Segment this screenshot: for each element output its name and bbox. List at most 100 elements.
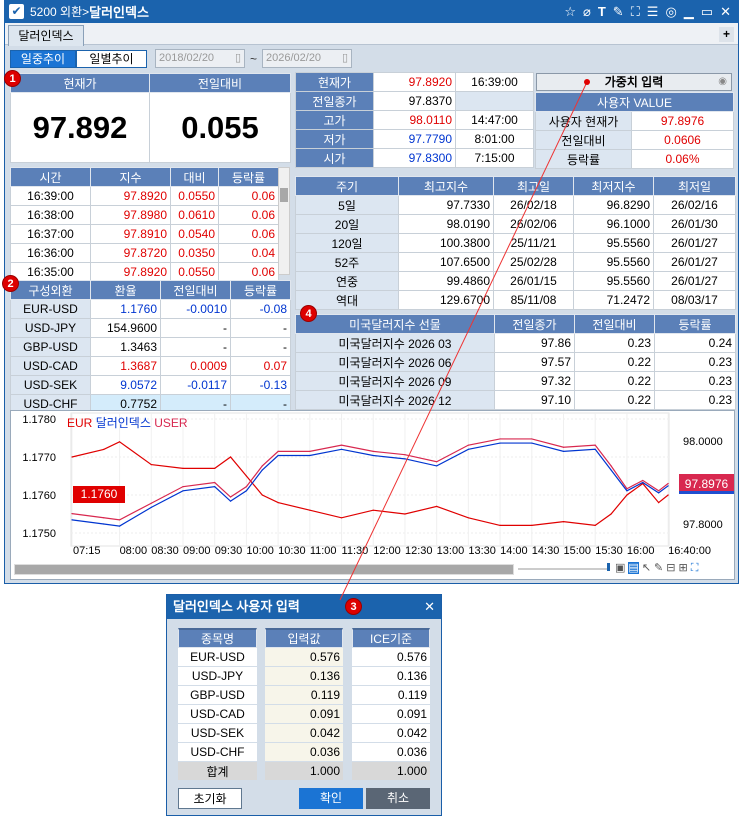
rate-cell: 0.06 <box>218 262 279 282</box>
weight-input[interactable]: 0.036 <box>265 743 343 762</box>
data-point <box>103 448 105 450</box>
futures-row[interactable]: 미국달러지수 2026 03 97.86 0.23 0.24 <box>295 333 736 353</box>
tooltip-icon[interactable]: ▤ <box>628 562 639 574</box>
component-row[interactable]: GBP-USD 1.3463- - <box>10 337 291 357</box>
calendar-icon[interactable]: ▯ <box>341 52 348 64</box>
col-index: 지수 <box>90 167 171 187</box>
tick-row[interactable]: 16:36:00 97.8720 0.0350 0.04 <box>10 243 279 263</box>
tab-dollar-index[interactable]: 달러인덱스 <box>8 25 84 46</box>
cursor-icon[interactable]: ↖ <box>641 562 652 574</box>
chart-scrollbar[interactable] <box>14 564 514 575</box>
futures-cell: 97.86 <box>494 333 575 353</box>
mode-intraday-button[interactable]: 일중추이 <box>10 50 76 68</box>
zoom-in-icon[interactable]: ⊞ <box>678 562 688 574</box>
scroll-thumb[interactable] <box>280 188 288 202</box>
component-row[interactable]: USD-SEK 9.0572 -0.0117 -0.13 <box>10 375 291 395</box>
tick-row[interactable]: 16:38:00 97.8980 0.0610 0.06 <box>10 205 279 225</box>
futures-cell: 0.23 <box>574 333 655 353</box>
eraser-icon[interactable]: ⌀ <box>583 3 591 19</box>
mode-daily-button[interactable]: 일별추이 <box>76 50 147 68</box>
tick-row[interactable]: 16:37:00 97.8910 0.0540 0.06 <box>10 224 279 244</box>
component-row[interactable]: USD-CHF 0.7752- - <box>10 394 291 414</box>
period-row: 5일 97.7330 26/02/18 96.8290 26/02/16 <box>295 195 736 215</box>
rate-cell: 0.04 <box>218 243 279 263</box>
futures-row[interactable]: 미국달러지수 2026 12 97.10 0.22 0.23 <box>295 390 736 410</box>
quote-value: 97.8920 <box>373 72 456 92</box>
cancel-button[interactable]: 취소 <box>366 788 430 809</box>
spacer <box>343 628 352 648</box>
tick-row[interactable]: 16:35:00 97.8920 0.0550 0.06 <box>10 262 279 282</box>
ok-button[interactable]: 확인 <box>299 788 363 809</box>
dialog-cell: EUR-USD <box>178 648 257 667</box>
weight-input[interactable]: 0.576 <box>265 648 343 667</box>
component-row[interactable]: USD-JPY 154.9600- - <box>10 318 291 338</box>
data-point <box>499 438 501 440</box>
close-icon[interactable]: ✕ <box>424 599 435 614</box>
badge-4: 4 <box>300 305 317 322</box>
screen-title: 달러인덱스 <box>89 5 149 20</box>
change-cell: 0.0610 <box>170 205 219 225</box>
date-separator: ~ <box>250 52 258 66</box>
data-point <box>658 492 660 494</box>
data-point <box>71 519 73 521</box>
reset-button[interactable]: 초기화 <box>178 788 242 809</box>
period-cell: 100.3800 <box>398 233 494 253</box>
quote-label: 저가 <box>295 129 374 149</box>
user-label: 등락률 <box>535 149 632 169</box>
tab-bar <box>5 23 738 45</box>
index-cell: 97.8720 <box>90 243 171 263</box>
rate-cell: 1.3687 <box>90 356 161 376</box>
dialog-row: GBP-USD 0.119 0.119 <box>178 686 430 705</box>
weight-input[interactable]: 0.042 <box>265 724 343 743</box>
period-row: 역대 129.6700 85/11/08 71.2472 08/03/17 <box>295 290 736 310</box>
period-cell: 26/01/27 <box>653 233 736 253</box>
tick-table-scrollbar[interactable] <box>278 167 290 275</box>
rate-cell: 0.06 <box>218 205 279 225</box>
data-icon[interactable]: ▣ <box>615 562 626 574</box>
star-icon[interactable]: ☆ <box>564 3 576 19</box>
maximize-icon[interactable]: ▭ <box>700 3 714 19</box>
period-cell: 97.7330 <box>398 195 494 215</box>
list-icon[interactable]: ☰ <box>646 3 659 19</box>
weight-input[interactable]: 0.136 <box>265 667 343 686</box>
close-icon[interactable]: ✕ <box>720 3 731 19</box>
chg-cell: - <box>160 318 231 338</box>
pen-icon[interactable]: ✎ <box>612 3 624 19</box>
component-row[interactable]: EUR-USD 1.1760 -0.0010 -0.08 <box>10 299 291 319</box>
data-point <box>610 469 612 471</box>
futures-cell: 0.22 <box>574 390 655 410</box>
date-from-field[interactable]: 2018/02/20 ▯ <box>155 49 245 68</box>
zoom-slider[interactable] <box>518 563 610 571</box>
add-tab-button[interactable]: + <box>719 27 734 42</box>
futures-row[interactable]: 미국달러지수 2026 09 97.32 0.22 0.23 <box>295 371 736 391</box>
currency-cell: USD-JPY <box>10 318 91 338</box>
y-left-tick: 1.1770 <box>22 452 56 464</box>
weight-input[interactable]: 0.091 <box>265 705 343 724</box>
date-to-field[interactable]: 2026/02/20 ▯ <box>262 49 352 68</box>
futures-header: 등락률 <box>654 314 736 334</box>
quote-row: 시가 97.8300 7:15:00 <box>295 148 534 168</box>
component-row[interactable]: USD-CAD 1.3687 0.0009 0.07 <box>10 356 291 376</box>
tick-row[interactable]: 16:39:00 97.8920 0.0550 0.06 <box>10 186 279 206</box>
period-cell: 52주 <box>295 252 399 272</box>
change-label: 전일대비 <box>149 73 291 93</box>
spacer <box>343 705 352 724</box>
period-cell: 26/02/06 <box>493 214 574 234</box>
tick-table: 시간 지수 대비 등락률 16:39:00 97.8920 0.0550 0.06 16:38… <box>10 167 279 282</box>
fullscreen-icon[interactable]: ⛶ <box>630 3 640 19</box>
calendar-icon[interactable]: ▯ <box>234 52 241 64</box>
fit-icon[interactable]: ⛶ <box>690 562 699 574</box>
zoom-out-icon[interactable]: ⊟ <box>666 562 676 574</box>
text-icon[interactable]: T <box>597 3 606 19</box>
period-cell: 25/11/21 <box>493 233 574 253</box>
weight-input[interactable]: 0.119 <box>265 686 343 705</box>
chg-cell: -0.0117 <box>160 375 231 395</box>
minimize-icon[interactable]: ▁ <box>683 3 694 19</box>
weight-input-button[interactable]: 가중치 입력 ◉ <box>536 73 732 91</box>
pen-icon[interactable]: ✎ <box>654 562 664 574</box>
series-line-달러인덱스 <box>71 442 669 527</box>
futures-row[interactable]: 미국달러지수 2026 06 97.57 0.22 0.23 <box>295 352 736 372</box>
settings-icon: ◉ <box>718 76 727 87</box>
spacer <box>343 762 352 781</box>
chat-icon[interactable]: ◎ <box>665 3 677 19</box>
